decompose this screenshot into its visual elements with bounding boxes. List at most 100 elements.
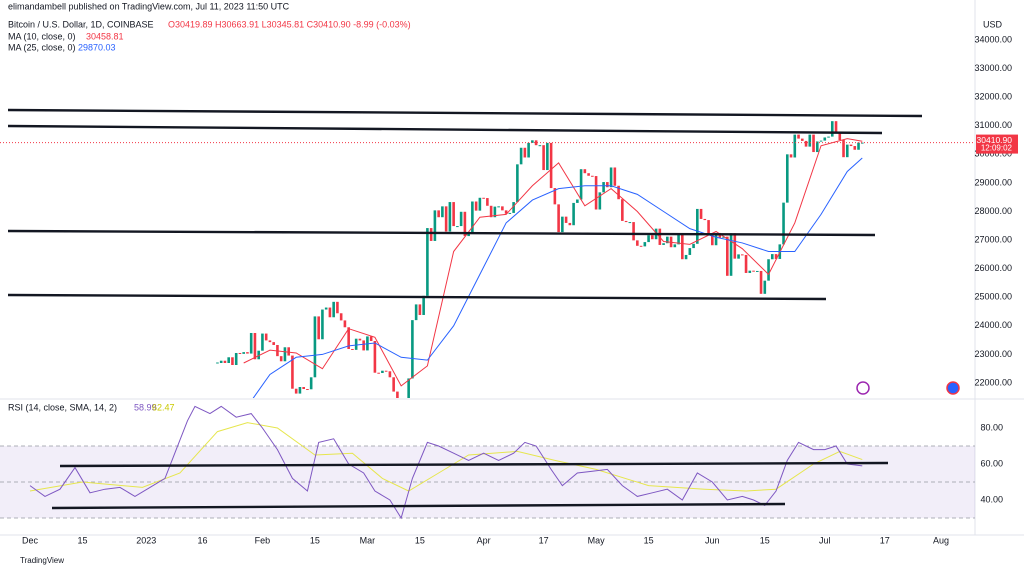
candle — [602, 182, 605, 193]
candle — [587, 173, 590, 176]
rsi-tick-label: 80.00 — [980, 422, 1003, 432]
candle — [617, 185, 620, 200]
candle — [264, 333, 268, 341]
candle — [411, 320, 414, 379]
rsi-value: 58.99 — [134, 402, 157, 412]
x-tick-label: 15 — [415, 535, 425, 545]
candle — [336, 301, 339, 314]
axes: 22000.00 23000.00 24000.00 25000.00 26000.00… — [22, 34, 1018, 545]
y-tick-label: 26000.00 — [974, 263, 1012, 273]
candle — [636, 240, 639, 246]
candle — [598, 192, 602, 210]
candle — [253, 332, 257, 360]
candle — [538, 145, 542, 147]
candle — [354, 338, 358, 350]
y-tick-label: 27000.00 — [974, 234, 1012, 244]
candle — [752, 270, 755, 272]
x-tick-label: 15 — [310, 535, 320, 545]
y-tick-label: 34000.00 — [974, 34, 1012, 44]
candle — [815, 141, 819, 153]
candle — [823, 137, 827, 141]
candle — [523, 147, 527, 158]
candle — [482, 197, 485, 199]
y-tick-label: 24000.00 — [974, 320, 1012, 330]
candle — [291, 355, 294, 389]
candle — [628, 222, 632, 224]
candle — [347, 327, 350, 349]
candle — [647, 235, 650, 243]
candle — [726, 236, 729, 276]
candle — [834, 121, 838, 133]
candle — [392, 377, 395, 392]
candle — [516, 164, 519, 203]
candle — [324, 307, 328, 310]
candle — [504, 210, 508, 214]
x-tick-label: 17 — [880, 535, 890, 545]
candle — [812, 134, 815, 153]
candle — [407, 378, 410, 398]
trend-line — [59, 461, 889, 468]
candle — [609, 167, 613, 188]
trend-lines — [7, 108, 923, 510]
x-tick-label: 15 — [77, 535, 87, 545]
candle — [384, 370, 388, 372]
candle — [827, 136, 830, 138]
candle — [643, 242, 647, 247]
candle — [358, 338, 362, 341]
x-tick-label: Dec — [22, 535, 39, 545]
candle — [478, 197, 482, 211]
candle — [606, 182, 609, 188]
y-tick-label: 31000.00 — [974, 120, 1012, 130]
x-tick-label: Mar — [360, 535, 376, 545]
candle — [313, 316, 317, 378]
x-tick-label: Jun — [705, 535, 720, 545]
candle — [830, 121, 834, 137]
candle — [857, 142, 860, 150]
event-icon[interactable] — [856, 381, 870, 395]
candle — [298, 387, 302, 394]
candle — [741, 254, 744, 256]
y-tick-label: 22000.00 — [974, 377, 1012, 387]
candle — [557, 204, 560, 233]
legend-ma25-value: 29870.03 — [78, 42, 116, 52]
symbol-name: Bitcoin / U.S. Dollar, 1D, COINBASE — [8, 19, 154, 29]
candle — [231, 357, 234, 365]
y-tick-label: 28000.00 — [974, 206, 1012, 216]
candle — [789, 154, 793, 158]
candle — [549, 142, 553, 189]
candle — [257, 350, 260, 360]
candle — [437, 210, 440, 218]
candle — [279, 356, 283, 362]
candle — [782, 202, 785, 245]
candle — [594, 176, 598, 210]
candle — [624, 220, 628, 223]
candle — [808, 134, 812, 147]
candle — [362, 340, 365, 351]
candle — [849, 144, 853, 147]
ma-line — [252, 157, 863, 398]
candle — [459, 211, 463, 227]
candle — [373, 340, 377, 373]
x-tick-label: 17 — [539, 535, 549, 545]
candle — [677, 233, 680, 245]
x-tick-label: Aug — [933, 535, 949, 545]
candle — [448, 202, 452, 232]
candle — [433, 210, 437, 241]
candle — [452, 202, 455, 227]
event-icon[interactable] — [946, 381, 960, 395]
candle — [493, 206, 497, 218]
price-marker-countdown: 12:09:02 — [981, 144, 1013, 153]
candle — [729, 233, 733, 276]
x-tick-label: 16 — [197, 535, 207, 545]
candle — [294, 388, 298, 394]
candle — [733, 233, 737, 259]
candle — [351, 348, 354, 350]
candle — [534, 140, 538, 146]
candle — [249, 332, 253, 354]
y-tick-label: 23000.00 — [974, 349, 1012, 359]
candle — [838, 132, 842, 141]
candle — [388, 371, 392, 378]
byline: elimandambell published on TradingView.c… — [8, 1, 290, 11]
